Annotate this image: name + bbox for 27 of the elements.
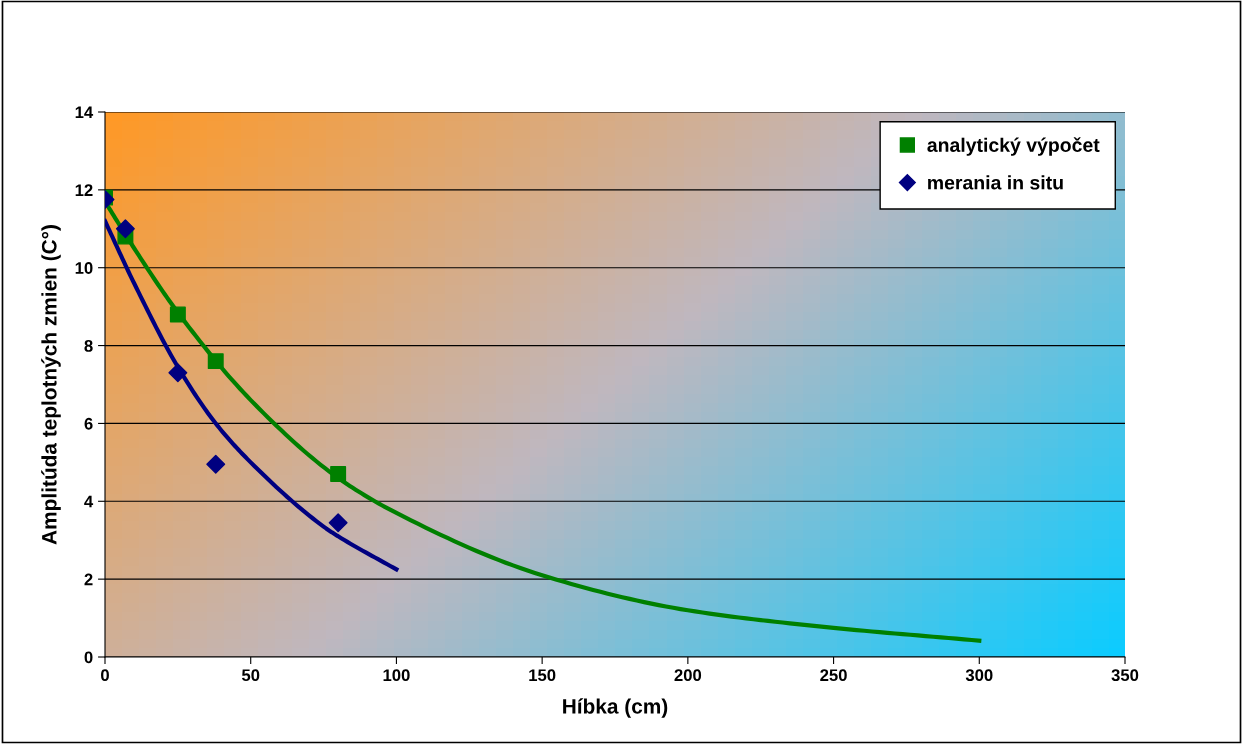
x-tick-label: 200 [674, 669, 702, 682]
point [115, 219, 135, 239]
y-tick-label: 8 [84, 339, 93, 352]
point [168, 363, 188, 383]
x-tick-label: 0 [101, 669, 109, 682]
x-tick-label: 250 [820, 669, 847, 682]
x-tick-label: 150 [529, 669, 556, 682]
y-tick-label: 10 [75, 262, 93, 274]
point [207, 353, 224, 370]
point [330, 466, 347, 483]
point [169, 306, 186, 323]
y-axis-title: Amplitúda teplotných zmien (C°) [41, 225, 61, 545]
y-tick-label: 2 [84, 573, 93, 586]
legend-label: merania in situ [928, 175, 1063, 190]
y-tick-label: 0 [84, 651, 93, 664]
x-axis-title: Híbka (cm) [563, 698, 668, 718]
y-tick-label: 6 [84, 417, 93, 430]
point [206, 454, 226, 474]
x-tick-label: 50 [241, 669, 260, 682]
x-tick-label: 100 [383, 669, 410, 682]
x-tick-label: 350 [1111, 669, 1139, 682]
point [328, 513, 348, 533]
y-tick-label: 14 [75, 106, 94, 119]
y-tick-label: 12 [75, 184, 93, 196]
legend-label: analytický výpočet [927, 137, 1100, 156]
y-tick-label: 4 [84, 495, 94, 508]
x-tick-label: 300 [965, 669, 993, 682]
